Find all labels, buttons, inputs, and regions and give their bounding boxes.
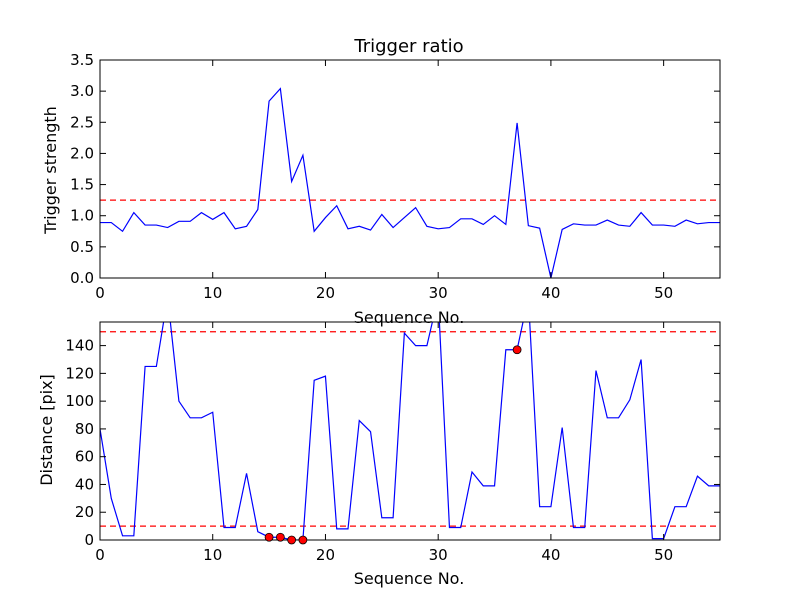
x-tick-label: 10	[203, 546, 222, 564]
trigger-axes-frame	[99, 59, 721, 279]
trigger-y-axis-label: Trigger strength	[41, 106, 60, 235]
distance-axes-frame	[99, 321, 721, 541]
x-tick-label: 0	[95, 284, 105, 302]
y-tick-label: 100	[65, 392, 94, 410]
y-tick-label: 0.5	[70, 238, 94, 256]
data-point-marker	[512, 345, 522, 355]
y-tick-label: 20	[75, 503, 94, 521]
distance-y-axis-label: Distance [pix]	[37, 374, 56, 486]
x-tick-label: 20	[316, 546, 335, 564]
y-tick-label: 40	[75, 475, 94, 493]
y-tick-label: 140	[65, 337, 94, 355]
distance-x-axis-label: Sequence No.	[354, 569, 465, 588]
trigger-x-axis-label: Sequence No.	[354, 308, 465, 327]
x-tick-label: 10	[203, 284, 222, 302]
series-line-0	[100, 87, 720, 278]
y-tick-label: 2.0	[70, 144, 94, 162]
y-tick-label: 0	[84, 531, 94, 549]
trigger-ticks: 0 10 20 30 40 50 0.0 0.5 1.0 1.5 2.0 2.5 3.0 3.5	[70, 51, 720, 302]
x-tick-label: 30	[429, 284, 448, 302]
y-tick-label: 80	[75, 420, 94, 438]
data-point-marker	[275, 532, 285, 542]
x-tick-label: 20	[316, 284, 335, 302]
y-tick-label: 1.5	[70, 176, 94, 194]
x-tick-label: 0	[95, 546, 105, 564]
y-tick-label: 3.5	[70, 51, 94, 69]
y-tick-label: 3.0	[70, 82, 94, 100]
x-tick-label: 40	[541, 284, 560, 302]
x-tick-label: 40	[541, 546, 560, 564]
x-tick-label: 50	[654, 284, 673, 302]
series-line-0	[100, 322, 720, 540]
y-tick-label: 120	[65, 364, 94, 382]
chart-title: Trigger ratio	[353, 36, 463, 57]
y-tick-label: 1.0	[70, 207, 94, 225]
x-tick-label: 30	[429, 546, 448, 564]
y-tick-label: 60	[75, 448, 94, 466]
y-tick-label: 2.5	[70, 113, 94, 131]
y-tick-label: 0.0	[70, 269, 94, 287]
data-point-marker	[287, 535, 297, 545]
trigger-plot-area	[100, 87, 720, 278]
x-tick-label: 50	[654, 546, 673, 564]
data-point-marker	[264, 532, 274, 542]
distance-ticks: 0 10 20 30 40 50 0 20 40 60 80 100 120 140	[65, 322, 720, 564]
distance-chart: 0 10 20 30 40 50 0 20 40 60 80 100 120 140 Sequence N…	[37, 321, 721, 588]
data-point-marker	[298, 535, 308, 545]
distance-plot-area	[100, 322, 720, 540]
